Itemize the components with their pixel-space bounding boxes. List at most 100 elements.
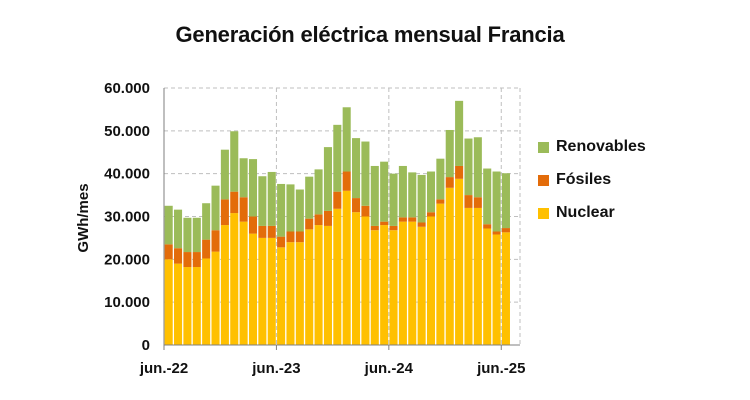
bar-renovables-2022-12 bbox=[220, 149, 229, 200]
bar-renovables-2022-09 bbox=[192, 217, 201, 253]
legend-item-renovables: Renovables bbox=[538, 136, 646, 158]
bar-renovables-2022-11 bbox=[211, 185, 220, 231]
legend: Renovables Fósiles Nuclear bbox=[538, 136, 646, 235]
y-tick-label: 60.000 bbox=[104, 80, 150, 97]
bar-renovables-2022-06 bbox=[164, 205, 173, 245]
bar-fsiles-2024-09 bbox=[417, 222, 426, 227]
bar-fsiles-2022-12 bbox=[220, 199, 229, 226]
bar-fsiles-2025-05 bbox=[492, 231, 501, 235]
x-tick-label: jun.-23 bbox=[251, 360, 300, 377]
bar-renovables-2023-08 bbox=[295, 189, 304, 232]
bar-nuclear-2023-02 bbox=[239, 221, 248, 345]
bar-renovables-2023-01 bbox=[230, 131, 239, 192]
bar-renovables-2022-08 bbox=[183, 217, 192, 253]
bar-nuclear-2022-11 bbox=[211, 251, 220, 345]
bar-nuclear-2023-12 bbox=[333, 208, 342, 345]
bar-renovables-2025-06 bbox=[501, 173, 510, 229]
x-tick-label: jun.-25 bbox=[476, 360, 525, 377]
bar-renovables-2023-05 bbox=[267, 171, 276, 226]
bar-fsiles-2022-06 bbox=[164, 244, 173, 260]
bar-renovables-2024-11 bbox=[436, 158, 445, 200]
y-tick-label: 0 bbox=[142, 337, 150, 354]
bar-fsiles-2025-03 bbox=[473, 197, 482, 208]
bar-nuclear-2024-05 bbox=[380, 225, 389, 345]
bar-fsiles-2024-04 bbox=[370, 225, 379, 231]
bar-renovables-2023-10 bbox=[314, 169, 323, 215]
legend-label-nuclear: Nuclear bbox=[556, 204, 615, 221]
legend-swatch-renovables bbox=[538, 141, 549, 153]
bars bbox=[164, 100, 510, 345]
bar-fsiles-2022-11 bbox=[211, 230, 220, 252]
bar-renovables-2025-01 bbox=[455, 100, 464, 166]
bar-renovables-2025-02 bbox=[464, 138, 473, 196]
bar-nuclear-2023-08 bbox=[295, 242, 304, 345]
bar-nuclear-2022-10 bbox=[202, 258, 211, 345]
bar-fsiles-2023-05 bbox=[267, 225, 276, 238]
bar-renovables-2024-06 bbox=[389, 173, 398, 226]
bar-renovables-2024-01 bbox=[342, 107, 351, 172]
bar-nuclear-2022-12 bbox=[220, 225, 229, 345]
bar-nuclear-2025-02 bbox=[464, 207, 473, 345]
bar-renovables-2024-12 bbox=[445, 129, 454, 178]
bar-nuclear-2024-11 bbox=[436, 203, 445, 345]
bar-nuclear-2025-06 bbox=[501, 232, 510, 345]
bar-fsiles-2025-02 bbox=[464, 195, 473, 208]
x-tick-label: jun.-22 bbox=[139, 360, 188, 377]
x-tick-label: jun.-24 bbox=[364, 360, 414, 377]
bar-renovables-2024-07 bbox=[398, 165, 407, 218]
y-tick-label: 40.000 bbox=[104, 166, 150, 183]
bar-fsiles-2023-01 bbox=[230, 191, 239, 214]
bar-nuclear-2024-01 bbox=[342, 190, 351, 345]
bar-renovables-2023-09 bbox=[305, 176, 314, 219]
bar-renovables-2024-05 bbox=[380, 161, 389, 222]
bar-fsiles-2024-01 bbox=[342, 171, 351, 191]
bar-renovables-2023-03 bbox=[248, 159, 258, 217]
bar-nuclear-2022-09 bbox=[192, 267, 201, 345]
bar-nuclear-2022-08 bbox=[183, 267, 192, 345]
bar-fsiles-2022-07 bbox=[174, 248, 183, 264]
y-tick-labels: 0 10.000 20.000 30.000 40.000 50.000 60.000 bbox=[104, 80, 150, 354]
bar-fsiles-2024-07 bbox=[398, 217, 407, 222]
x-tick-labels: jun.-22 jun.-23 jun.-24 jun.-25 bbox=[139, 360, 526, 377]
bar-renovables-2023-02 bbox=[239, 158, 248, 198]
bar-nuclear-2024-09 bbox=[417, 226, 426, 345]
bar-fsiles-2022-09 bbox=[192, 252, 201, 268]
bar-fsiles-2024-08 bbox=[408, 217, 417, 222]
bar-fsiles-2023-12 bbox=[333, 191, 342, 209]
bar-renovables-2024-04 bbox=[370, 165, 379, 226]
bar-renovables-2023-07 bbox=[286, 184, 295, 232]
bar-fsiles-2023-03 bbox=[248, 216, 258, 234]
bar-nuclear-2024-08 bbox=[408, 221, 417, 345]
bar-renovables-2025-04 bbox=[483, 168, 492, 225]
bar-renovables-2023-06 bbox=[277, 183, 286, 237]
bar-nuclear-2024-06 bbox=[389, 230, 398, 345]
bar-renovables-2022-07 bbox=[174, 209, 183, 249]
bar-nuclear-2025-04 bbox=[483, 228, 492, 345]
legend-label-renovables: Renovables bbox=[556, 138, 646, 155]
bar-nuclear-2024-02 bbox=[352, 212, 361, 345]
bar-fsiles-2022-10 bbox=[202, 239, 211, 259]
y-axis-label: GWh/mes bbox=[75, 183, 92, 252]
bar-nuclear-2025-05 bbox=[492, 234, 501, 345]
bar-nuclear-2023-07 bbox=[286, 242, 295, 345]
legend-swatch-fosiles bbox=[538, 174, 549, 186]
bar-fsiles-2023-08 bbox=[295, 231, 304, 243]
bar-renovables-2023-12 bbox=[333, 124, 342, 192]
bar-nuclear-2024-10 bbox=[426, 216, 436, 345]
bar-nuclear-2023-04 bbox=[258, 237, 267, 345]
y-tick-label: 50.000 bbox=[104, 123, 150, 140]
bar-fsiles-2024-02 bbox=[352, 198, 361, 213]
bar-renovables-2022-10 bbox=[202, 203, 211, 240]
bar-fsiles-2023-09 bbox=[305, 218, 314, 230]
axes bbox=[163, 88, 520, 350]
bar-nuclear-2022-06 bbox=[164, 259, 173, 345]
bar-fsiles-2024-06 bbox=[389, 225, 398, 231]
bar-fsiles-2023-11 bbox=[323, 210, 332, 226]
bar-nuclear-2024-12 bbox=[445, 187, 454, 345]
bar-nuclear-2023-01 bbox=[230, 213, 239, 345]
bar-nuclear-2023-10 bbox=[314, 225, 323, 345]
bar-nuclear-2025-03 bbox=[473, 207, 482, 345]
chart-title: Generación eléctrica mensual Francia bbox=[175, 22, 565, 47]
bar-nuclear-2023-06 bbox=[277, 247, 286, 345]
